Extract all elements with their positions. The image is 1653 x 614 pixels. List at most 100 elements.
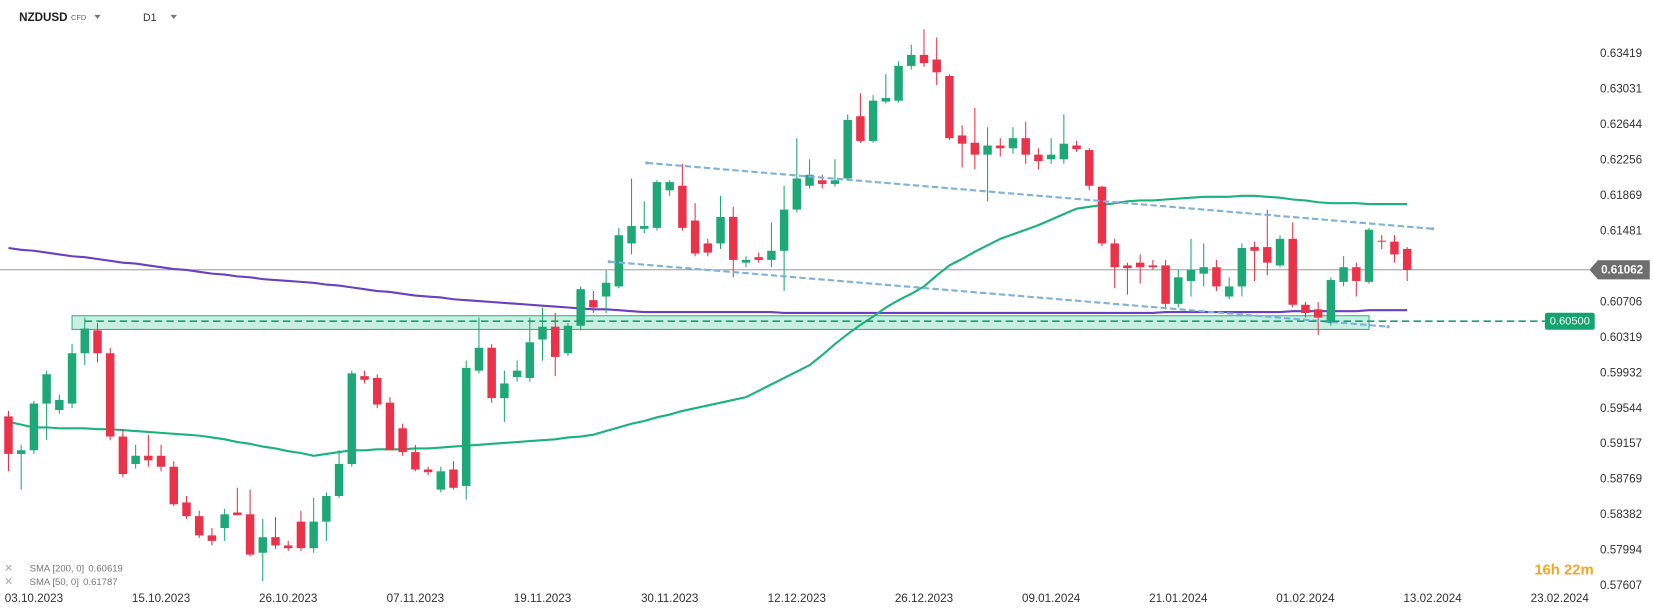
candle-body — [1021, 138, 1030, 155]
y-tick-label: 0.61869 — [1600, 189, 1642, 202]
y-tick-label: 0.61481 — [1600, 225, 1642, 238]
candle-body — [805, 174, 814, 186]
candle-body — [741, 259, 751, 263]
y-tick-label: 0.62256 — [1600, 154, 1642, 167]
candle-body — [945, 75, 954, 139]
candle-body — [347, 373, 357, 464]
candle-body — [843, 119, 852, 179]
candle-body — [563, 325, 573, 354]
candle-body — [258, 537, 268, 553]
candle-body — [1250, 247, 1259, 251]
candle-body — [729, 216, 738, 260]
candle-body — [1326, 280, 1336, 324]
candle-body — [436, 471, 446, 490]
candle-body — [1072, 145, 1081, 150]
candle-body — [16, 450, 26, 454]
x-tick-label: 26.10.2023 — [259, 592, 317, 605]
candle-body — [411, 452, 420, 470]
candle-body — [372, 377, 382, 405]
candle-body — [1352, 267, 1361, 281]
candle-body — [93, 330, 102, 354]
candle-body — [423, 469, 433, 473]
y-tick-label: 0.58382 — [1600, 508, 1642, 521]
candle-body — [1135, 262, 1145, 268]
candle-body — [360, 376, 369, 380]
candle-body — [309, 521, 318, 549]
candle-body — [1186, 269, 1196, 281]
candle-body — [894, 65, 903, 101]
x-tick-label: 01.02.2024 — [1276, 592, 1335, 605]
legend-name: SMA [50, 0] — [30, 577, 79, 588]
candle-body — [169, 466, 179, 505]
candle-body — [1046, 154, 1056, 160]
candle-body — [220, 514, 229, 529]
candle-body — [678, 185, 687, 228]
candle-body — [525, 342, 535, 378]
candle-body — [576, 289, 585, 326]
trendline-handle — [607, 260, 611, 264]
candle-body — [1034, 154, 1043, 162]
candle-body — [296, 521, 306, 549]
candle-body — [42, 374, 51, 404]
candle-body — [881, 97, 891, 102]
candle-body — [1008, 138, 1018, 149]
candle-body — [55, 399, 64, 410]
candle-body — [1199, 267, 1208, 274]
candle-body — [1174, 277, 1183, 304]
x-tick-label: 13.02.2024 — [1403, 592, 1462, 605]
candle-body — [207, 535, 217, 541]
x-tick-label: 23.02.2024 — [1531, 592, 1590, 605]
candle-body — [334, 463, 344, 497]
candle-body — [512, 370, 522, 378]
legend-remove-icon: ✕ — [4, 576, 13, 588]
candle-body — [1237, 248, 1247, 287]
candle-body — [80, 328, 90, 354]
candle-body — [970, 142, 980, 155]
candle-body — [461, 367, 471, 486]
candle-body — [1364, 229, 1374, 282]
y-tick-label: 0.59932 — [1600, 366, 1642, 379]
candle-body — [983, 145, 992, 155]
candle-body — [118, 436, 128, 475]
candle-body — [449, 469, 458, 488]
candle-body — [818, 180, 827, 184]
candle-body — [868, 100, 878, 141]
candle-body — [601, 282, 611, 297]
timeframe[interactable]: D1 — [143, 12, 157, 24]
candle-body — [767, 250, 776, 260]
candle-body — [1161, 265, 1170, 304]
candle-body — [144, 455, 153, 461]
y-tick-label: 0.58769 — [1600, 473, 1642, 486]
candle-body — [182, 502, 191, 517]
candle-body — [538, 326, 547, 340]
candle-body — [703, 243, 713, 253]
symbol-dropdown[interactable] — [94, 14, 101, 20]
y-tick-label: 0.60706 — [1600, 295, 1642, 308]
candle-body — [1148, 265, 1158, 268]
candle-body — [131, 455, 140, 464]
y-tick-label: 0.60319 — [1600, 331, 1642, 344]
timeframe-dropdown[interactable] — [170, 14, 177, 20]
trendline-handle — [1431, 227, 1435, 231]
last-price-tag — [1589, 260, 1650, 280]
candle-body — [156, 455, 166, 467]
candle-body — [665, 182, 674, 191]
countdown: 16h 22m — [1534, 563, 1593, 579]
candle-body — [474, 347, 484, 371]
candle-body — [322, 496, 331, 522]
symbol[interactable]: NZDUSD — [19, 11, 68, 24]
candle-body — [500, 383, 509, 399]
candle-body — [652, 182, 662, 228]
candle-body — [398, 428, 407, 453]
candle-body — [907, 54, 916, 66]
sma-line — [8, 194, 1408, 457]
candle-body — [233, 512, 242, 516]
candle-body — [1313, 309, 1323, 318]
candle-body — [1339, 267, 1348, 282]
trendline-handle — [645, 161, 649, 165]
x-tick-label: 26.12.2023 — [895, 592, 953, 605]
y-tick-label: 0.57994 — [1600, 544, 1643, 557]
candle-body — [1110, 243, 1119, 268]
x-tick-label: 03.10.2023 — [5, 592, 63, 605]
